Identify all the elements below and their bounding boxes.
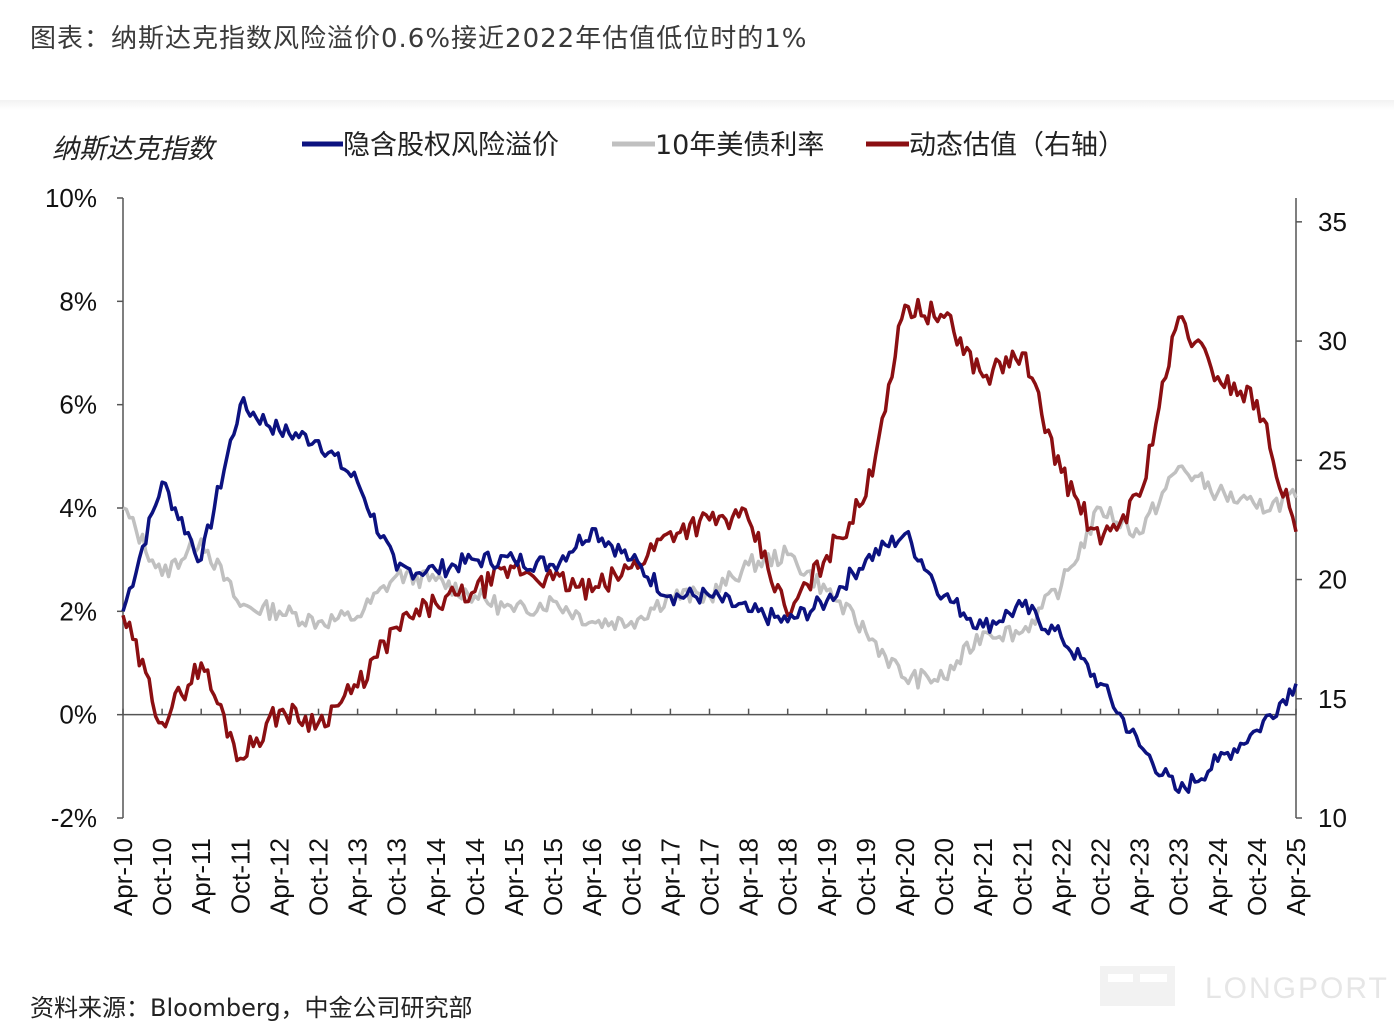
axes: -2% 0% 2% 4% 6% 8% 10% 10 15 20 25 30 35 Apr-10 Oct-10…: [45, 183, 1347, 916]
chart-panel: 纳斯达克指数 隐含股权风险溢价 10年美债利率 动态估值（右轴） -2% 0% 2%…: [0, 100, 1394, 945]
x-tick-label: Oct-20: [929, 838, 959, 916]
y-left-tick-label: 4%: [59, 493, 97, 523]
x-tick-label: Apr-18: [734, 838, 764, 916]
y-left-tick-label: 8%: [59, 286, 97, 316]
y-right-tick-label: 25: [1318, 445, 1347, 475]
x-tick-label: Oct-15: [538, 838, 568, 916]
x-tick-label: Oct-16: [616, 838, 646, 916]
x-tick-label: Apr-19: [812, 838, 842, 916]
y-right-tick-label: 35: [1318, 207, 1347, 237]
y-left-tick-label: -2%: [51, 803, 97, 833]
x-tick-label: Oct-14: [460, 838, 490, 916]
x-tick-label: Oct-22: [1086, 838, 1116, 916]
x-tick-label: Apr-13: [343, 838, 373, 916]
legend-label-erp: 隐含股权风险溢价: [343, 130, 559, 161]
x-tick-label: Apr-16: [577, 838, 607, 916]
y-left-tick-label: 10%: [45, 183, 97, 213]
x-tick-label: Oct-23: [1164, 838, 1194, 916]
source-note: 资料来源：Bloomberg，中金公司研究部: [30, 994, 473, 1022]
x-tick-label: Oct-13: [382, 838, 412, 916]
y-left-tick-label: 6%: [59, 390, 97, 420]
y-left-tick-label: 0%: [59, 700, 97, 730]
x-tick-label: Apr-14: [421, 838, 451, 916]
legend-label-ust: 10年美债利率: [655, 130, 824, 161]
x-tick-label: Apr-11: [186, 838, 216, 914]
series-lines: [121, 297, 1298, 794]
x-tick-label: Oct-21: [1007, 838, 1037, 916]
x-tick-label: Apr-24: [1203, 838, 1233, 916]
x-tick-label: Oct-19: [851, 838, 881, 916]
series-line-1: [122, 464, 1298, 690]
legend-label-pe: 动态估值（右轴）: [909, 130, 1125, 161]
x-tick-label: Oct-11: [225, 838, 255, 914]
y-right-tick-label: 15: [1318, 684, 1347, 714]
figure-caption: 图表：纳斯达克指数风险溢价0.6%接近2022年估值低位时的1%: [30, 24, 808, 54]
x-tick-label: Apr-25: [1281, 838, 1311, 916]
x-tick-label: Apr-20: [890, 838, 920, 916]
watermark-text: LONGPORT: [1205, 972, 1389, 1005]
x-tick-label: Apr-21: [968, 838, 998, 916]
x-tick-label: Oct-10: [147, 838, 177, 916]
y-right-tick-label: 30: [1318, 326, 1347, 356]
y-left-tick-label: 2%: [59, 596, 97, 626]
series-line-2: [121, 297, 1298, 763]
x-tick-label: Oct-18: [773, 838, 803, 916]
y-right-tick-label: 20: [1318, 565, 1347, 595]
x-tick-label: Apr-10: [108, 838, 138, 916]
x-tick-label: Apr-15: [499, 838, 529, 916]
chart-svg: 纳斯达克指数 隐含股权风险溢价 10年美债利率 动态估值（右轴） -2% 0% 2%…: [45, 130, 1347, 916]
longport-logo-icon: [1100, 966, 1175, 1006]
x-tick-label: Apr-17: [655, 838, 685, 916]
x-tick-label: Oct-24: [1242, 838, 1272, 916]
chart-title: 纳斯达克指数: [52, 134, 217, 165]
y-right-tick-label: 10: [1318, 803, 1347, 833]
series-line-0: [121, 396, 1298, 794]
x-tick-label: Apr-23: [1125, 838, 1155, 916]
x-tick-label: Oct-12: [304, 838, 334, 916]
x-tick-label: Apr-12: [264, 838, 294, 916]
x-tick-label: Apr-22: [1046, 838, 1076, 916]
legend: 隐含股权风险溢价 10年美债利率 动态估值（右轴）: [302, 130, 1125, 161]
x-tick-label: Oct-17: [695, 838, 725, 916]
